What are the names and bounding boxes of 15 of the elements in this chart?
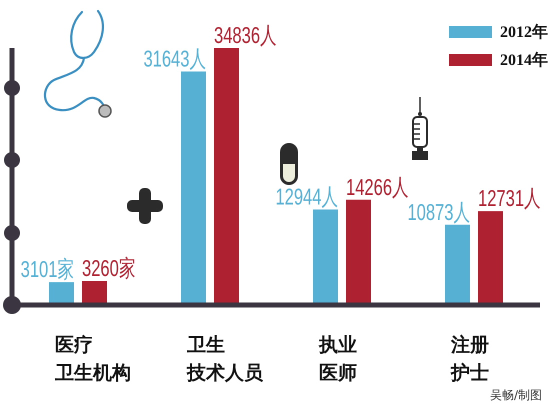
data-label: 14266人 <box>346 175 409 200</box>
data-label: 10873人 <box>407 200 470 226</box>
data-label: 31643人 <box>143 47 206 72</box>
x-tick-label: 注册护士 <box>450 334 489 384</box>
x-tick-label: 执业医师 <box>318 334 357 384</box>
text: 吴畅/制图 <box>490 387 542 404</box>
legend-label: 2012年 <box>500 22 548 42</box>
data-label: 12731人 <box>478 186 541 212</box>
x-tick-label: 医疗卫生机构 <box>54 334 131 384</box>
data-label: 3101家 <box>20 258 74 283</box>
data-label: 12944人 <box>275 184 338 210</box>
data-label: 34836人 <box>214 23 277 49</box>
x-tick-label: 卫生技术人员 <box>186 334 264 384</box>
legend-label: 2014年 <box>500 50 548 70</box>
data-label: 3260家 <box>82 256 136 282</box>
